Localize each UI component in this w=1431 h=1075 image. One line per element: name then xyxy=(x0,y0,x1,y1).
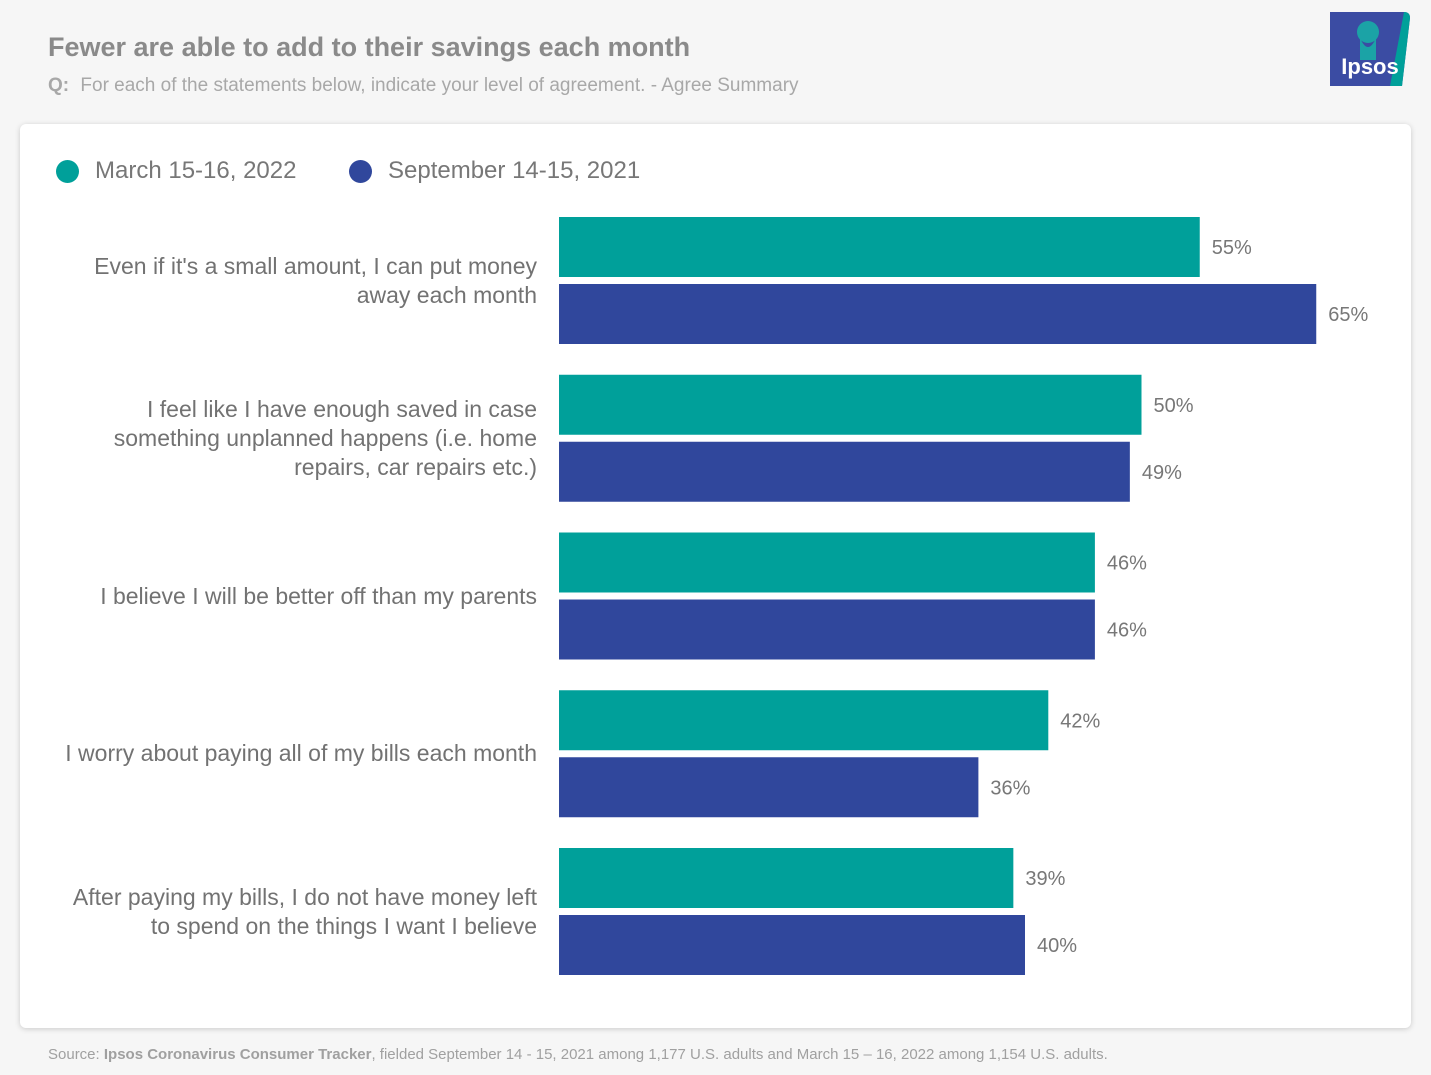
bar-2021-0 xyxy=(559,284,1317,344)
footer-prefix: Source: xyxy=(48,1046,104,1063)
footer-source-name: Ipsos Coronavirus Consumer Tracker xyxy=(103,1046,372,1063)
data-label-2022-4: 39% xyxy=(1025,868,1065,890)
footer-detail: , fielded September 14 - 15, 2021 among … xyxy=(371,1046,1108,1063)
legend-label-2021: September 14-15, 2021 xyxy=(388,157,641,184)
data-label-2021-2: 46% xyxy=(1107,620,1147,642)
bar-2021-3 xyxy=(559,757,979,818)
legend-dot-2022 xyxy=(56,159,79,183)
legend-item-2022: March 15-16, 2022 xyxy=(56,155,296,187)
question-text: For each of the statements below, indica… xyxy=(80,75,799,96)
ipsos-logo: Ipsos xyxy=(1330,12,1410,86)
category-label-2: I believe I will be better off than my p… xyxy=(100,582,537,609)
bar-2021-1 xyxy=(559,441,1130,502)
page-title: Fewer are able to add to their savings e… xyxy=(48,32,691,62)
data-label-2022-0: 55% xyxy=(1212,237,1252,259)
category-label-4: After paying my bills, I do not have mon… xyxy=(72,883,537,939)
bar-2022-0 xyxy=(559,217,1200,277)
data-label-2022-3: 42% xyxy=(1060,710,1100,732)
bar-2022-3 xyxy=(559,690,1049,751)
category-label-1: I feel like I have enough saved in case … xyxy=(113,395,537,480)
data-label-2021-4: 40% xyxy=(1037,935,1077,957)
data-label-2022-2: 46% xyxy=(1107,553,1147,575)
category-label-3: I worry about paying all of my bills eac… xyxy=(65,740,537,767)
data-label-2021-0: 65% xyxy=(1328,304,1368,326)
question-prefix: Q: xyxy=(48,75,70,96)
bar-2022-4 xyxy=(559,848,1014,908)
data-label-2022-1: 50% xyxy=(1154,395,1194,417)
source-footnote: Source: Ipsos Coronavirus Consumer Track… xyxy=(48,1046,1108,1063)
legend-item-2021: September 14-15, 2021 xyxy=(349,155,640,187)
bar-2021-2 xyxy=(559,599,1095,660)
data-label-2021-1: 49% xyxy=(1142,462,1182,484)
logo-text: Ipsos xyxy=(1341,54,1399,79)
legend-dot-2021 xyxy=(349,159,372,183)
bar-2022-2 xyxy=(559,532,1095,593)
category-label-0: Even if it's a small amount, I can put m… xyxy=(94,252,537,308)
question-subtitle: Q: For each of the statements below, ind… xyxy=(48,75,799,97)
legend-label-2022: March 15-16, 2022 xyxy=(95,157,297,184)
bar-2022-1 xyxy=(559,374,1142,435)
data-label-2021-3: 36% xyxy=(990,777,1030,799)
bar-2021-4 xyxy=(559,915,1025,975)
